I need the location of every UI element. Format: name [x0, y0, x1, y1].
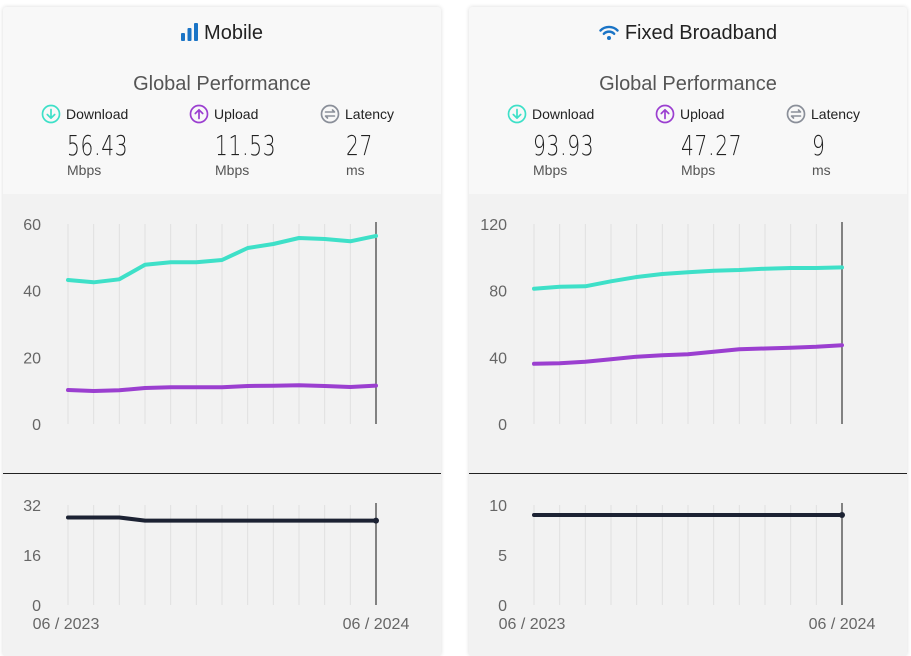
- metric-label: Upload: [680, 106, 725, 122]
- y-tick-label: 0: [498, 598, 507, 615]
- mobile-panel: Mobile Global Performance Download 56.43…: [3, 7, 441, 656]
- metric-label: Download: [66, 106, 129, 122]
- latency-series-line: [66, 515, 378, 523]
- metric-label: Latency: [811, 106, 861, 122]
- metric-unit: ms: [346, 162, 365, 178]
- y-tick-label: 120: [480, 217, 507, 234]
- latency-end-point: [373, 517, 379, 524]
- signal-bars-icon: [181, 23, 199, 47]
- metric-value: 27: [346, 129, 374, 162]
- latency-end-point: [839, 512, 845, 518]
- upload-arrow-icon: [189, 104, 209, 124]
- metric-value: 11.53: [215, 129, 277, 162]
- metric-unit: Mbps: [67, 162, 102, 178]
- metric-unit: Mbps: [681, 162, 716, 178]
- fixed-header: Fixed Broadband Global Performance Downl…: [469, 7, 907, 194]
- metric-unit: Mbps: [215, 162, 250, 178]
- metric-unit: Mbps: [533, 162, 568, 178]
- y-tick-label: 0: [498, 417, 507, 434]
- panel-title: Mobile: [3, 22, 441, 47]
- x-tick-label: 06 / 2023: [33, 616, 100, 633]
- y-tick-label: 16: [23, 548, 41, 565]
- y-tick-label: 5: [498, 548, 507, 565]
- upload-metric: Upload 11.53 Mbps: [189, 104, 309, 178]
- mobile-speed-chart: 0 20 40 60: [23, 217, 378, 434]
- panel-title: Fixed Broadband: [469, 22, 907, 47]
- metric-label: Download: [532, 106, 595, 122]
- latency-icon: [786, 104, 806, 124]
- latency-metric: Latency 9 ms: [786, 104, 906, 178]
- upload-arrow-icon: [655, 104, 675, 124]
- y-tick-label: 40: [489, 350, 507, 367]
- y-tick-label: 80: [489, 284, 507, 301]
- wifi-icon: [599, 24, 619, 47]
- upload-series-line: [532, 343, 844, 366]
- mobile-latency-chart: 0 16 32 06 / 2023 06 / 2024: [23, 498, 410, 633]
- download-arrow-icon: [507, 104, 527, 124]
- metric-unit: ms: [812, 162, 831, 178]
- metric-value: 47.27: [681, 129, 743, 162]
- latency-icon: [320, 104, 340, 124]
- x-tick-label: 06 / 2024: [809, 616, 876, 633]
- y-tick-label: 40: [23, 284, 41, 301]
- upload-metric: Upload 47.27 Mbps: [655, 104, 775, 178]
- fixed-latency-chart: 0 5 10 06 / 2023 06 / 2024: [489, 498, 876, 633]
- y-tick-label: 60: [23, 217, 41, 234]
- metric-value: 56.43: [67, 129, 129, 162]
- mobile-header: Mobile Global Performance Download 56.43…: [3, 7, 441, 194]
- metric-label: Latency: [345, 106, 395, 122]
- y-tick-label: 0: [32, 598, 41, 615]
- download-metric: Download 56.43 Mbps: [41, 104, 161, 178]
- download-arrow-icon: [41, 104, 61, 124]
- y-tick-label: 32: [23, 498, 41, 515]
- panel-subtitle: Global Performance: [133, 73, 311, 95]
- download-series-line: [66, 233, 378, 285]
- x-tick-label: 06 / 2024: [343, 616, 410, 633]
- y-tick-label: 10: [489, 498, 507, 515]
- y-tick-label: 0: [32, 417, 41, 434]
- chart-divider: [3, 473, 441, 474]
- y-tick-label: 20: [23, 350, 41, 367]
- fixed-broadband-panel: Fixed Broadband Global Performance Downl…: [469, 7, 907, 656]
- fixed-speed-chart: 0 40 80 120: [480, 217, 844, 434]
- panel-title-text: Mobile: [204, 22, 263, 44]
- metric-label: Upload: [214, 106, 259, 122]
- metric-value: 9: [812, 129, 826, 162]
- x-tick-label: 06 / 2023: [499, 616, 566, 633]
- panel-subtitle: Global Performance: [599, 73, 777, 95]
- latency-metric: Latency 27 ms: [320, 104, 440, 178]
- panel-title-text: Fixed Broadband: [624, 22, 778, 44]
- metric-value: 93.93: [533, 129, 595, 162]
- download-metric: Download 93.93 Mbps: [507, 104, 627, 178]
- download-series-line: [532, 265, 844, 291]
- upload-series-line: [66, 383, 378, 393]
- chart-divider: [469, 473, 907, 474]
